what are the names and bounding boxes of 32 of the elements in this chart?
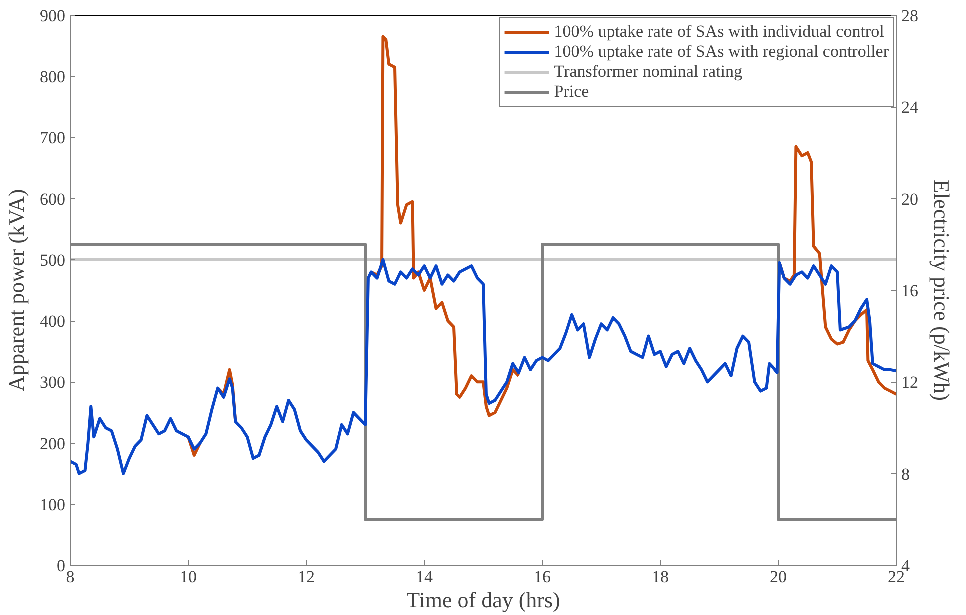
- y-tick-label: 300: [40, 373, 66, 392]
- legend-label: Price: [554, 82, 590, 102]
- x-tick-label: 22: [888, 568, 905, 586]
- y-tick-label: 700: [40, 128, 66, 148]
- x-tick-label: 8: [66, 568, 75, 586]
- x-tick-label: 12: [298, 568, 315, 586]
- x-tick-label: 14: [416, 568, 434, 586]
- y2-tick-label: 8: [902, 464, 910, 484]
- x-tick-label: 10: [180, 568, 197, 586]
- x-axis-title: Time of day (hrs): [406, 588, 560, 612]
- y2-tick-label: 12: [902, 373, 918, 392]
- y-tick-label: 400: [40, 312, 66, 332]
- y-tick-label: 600: [40, 190, 66, 209]
- y-tick-label: 200: [40, 434, 66, 454]
- legend-label: 100% uptake rate of SAs with regional controller: [554, 42, 889, 62]
- y-axis-title: Apparent power (kVA): [4, 189, 29, 392]
- x-tick-label: 18: [652, 568, 669, 586]
- y-tick-label: 500: [40, 250, 66, 270]
- y-tick-label: 0: [57, 556, 66, 576]
- y-tick-label: 900: [40, 6, 66, 26]
- line-series: [70, 258, 896, 476]
- y-tick-label: 800: [40, 68, 66, 87]
- y-tick-label: 100: [40, 495, 66, 514]
- y2-tick-label: 20: [902, 190, 918, 209]
- legend-label: 100% uptake rate of SAs with individual control: [554, 22, 884, 42]
- legend-label: Transformer nominal rating: [554, 62, 743, 82]
- y2-tick-label: 24: [902, 98, 919, 118]
- y2-tick-label: 16: [902, 282, 918, 300]
- y2-axis-title: Electricity price (p/kWh): [930, 180, 954, 402]
- x-tick-label: 16: [534, 568, 551, 586]
- y2-tick-label: 28: [902, 6, 918, 26]
- x-tick-label: 20: [770, 568, 787, 586]
